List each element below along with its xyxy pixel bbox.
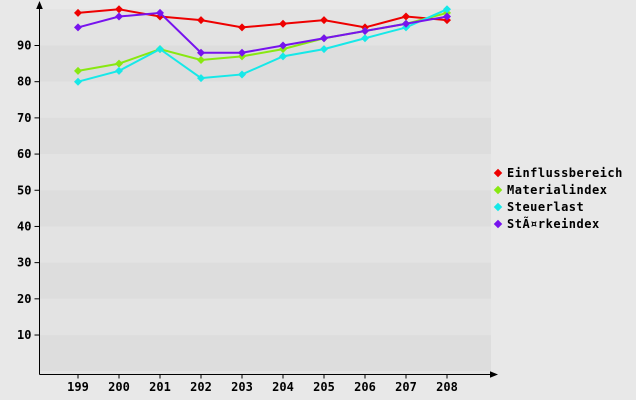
y-tick-label: 70 [17, 111, 31, 125]
data-point-diamond-icon [74, 8, 82, 17]
data-point-diamond-icon [443, 12, 451, 21]
y-axis-ticks: 10 20 30 40 50 60 70 80 90 [17, 39, 40, 342]
data-point-diamond-icon [279, 41, 287, 50]
data-point-diamond-icon [115, 12, 123, 21]
plot-band [39, 9, 491, 46]
plot-bands [39, 9, 491, 375]
plot-band [39, 117, 491, 155]
legend-label: Steuerlast [507, 200, 585, 214]
y-tick-label: 90 [17, 39, 31, 53]
plot-band [39, 262, 491, 299]
series-diamond-icon [493, 185, 503, 195]
x-tick-label: 206 [354, 380, 376, 394]
data-point-diamond-icon [197, 16, 205, 25]
plot-band [39, 298, 491, 336]
data-point-diamond-icon [238, 70, 246, 79]
chart-legend: Einflussbereich Materialindex Steuerlast… [493, 166, 623, 231]
y-axis-arrow-icon [36, 1, 43, 9]
x-tick-label: 201 [149, 380, 171, 394]
y-tick-label: 80 [17, 75, 31, 89]
legend-label: StÃ¤rkeindex [507, 217, 600, 231]
series-diamond-icon [493, 168, 503, 178]
x-tick-label: 207 [395, 380, 417, 394]
y-tick-label: 10 [17, 328, 31, 342]
plot-band [39, 335, 491, 372]
data-point-diamond-icon [197, 55, 205, 64]
x-tick-label: 202 [190, 380, 212, 394]
y-tick-label: 60 [17, 147, 31, 161]
data-point-diamond-icon [320, 34, 328, 43]
series-line-einflussbereich [77, 8, 448, 29]
plot-band [39, 190, 491, 227]
series-st-rkeindex [74, 8, 451, 57]
x-tick-label: 199 [67, 380, 89, 394]
y-tick-label: 20 [17, 292, 31, 306]
x-tick-label: 208 [436, 380, 458, 394]
data-point-diamond-icon [238, 23, 246, 32]
data-point-diamond-icon [74, 23, 82, 32]
data-point-diamond-icon [443, 5, 451, 14]
data-point-diamond-icon [279, 52, 287, 61]
data-point-diamond-icon [115, 66, 123, 75]
data-point-diamond-icon [115, 5, 123, 14]
data-point-diamond-icon [279, 19, 287, 28]
plot-band [39, 154, 491, 191]
data-point-diamond-icon [156, 45, 164, 54]
y-tick-label: 40 [17, 219, 31, 233]
data-point-diamond-icon [197, 74, 205, 83]
data-point-diamond-icon [238, 48, 246, 57]
data-point-diamond-icon [361, 34, 369, 43]
series-diamond-icon [493, 202, 503, 212]
legend-item: Materialindex [493, 183, 623, 197]
legend-item: StÃ¤rkeindex [493, 217, 623, 231]
data-point-diamond-icon [74, 66, 82, 75]
series-line-st-rkeindex [77, 11, 448, 54]
legend-label: Materialindex [507, 183, 608, 197]
x-axis-ticks: 199 200 201 202 203 204 205 206 207 208 [67, 374, 458, 394]
data-point-diamond-icon [402, 19, 410, 28]
x-tick-label: 200 [108, 380, 130, 394]
plot-band [39, 226, 491, 263]
series-steuerlast [74, 5, 451, 86]
data-point-diamond-icon [197, 48, 205, 57]
data-point-diamond-icon [74, 77, 82, 86]
legend-label: Einflussbereich [507, 166, 623, 180]
y-tick-label: 30 [17, 256, 31, 270]
x-axis-arrow-icon [490, 371, 498, 378]
plot-band [39, 371, 491, 375]
data-point-diamond-icon [156, 8, 164, 17]
plot-band [39, 81, 491, 118]
data-point-diamond-icon [115, 59, 123, 68]
legend-item: Einflussbereich [493, 166, 623, 180]
legend-item: Steuerlast [493, 200, 623, 214]
data-point-diamond-icon [320, 45, 328, 54]
data-point-diamond-icon [361, 27, 369, 36]
data-point-diamond-icon [320, 16, 328, 25]
x-tick-label: 203 [231, 380, 253, 394]
series-line-steuerlast [77, 8, 448, 83]
data-point-diamond-icon [402, 12, 410, 21]
series-diamond-icon [493, 219, 503, 229]
x-tick-label: 204 [272, 380, 294, 394]
x-tick-label: 205 [313, 380, 335, 394]
y-tick-label: 50 [17, 183, 31, 197]
